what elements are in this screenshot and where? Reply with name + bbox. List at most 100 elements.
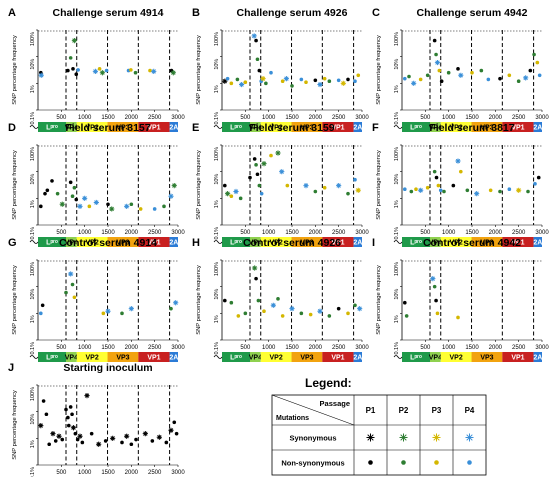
synonymous-point	[251, 33, 257, 39]
x-tick-label: 2500	[332, 345, 346, 351]
y-tick-label: 100%	[214, 32, 220, 46]
non-synonymous-point	[150, 439, 155, 443]
non-synonymous-point	[41, 399, 46, 403]
non-synonymous-point	[229, 81, 234, 86]
non-synonymous-point	[53, 439, 58, 443]
genome-segment	[222, 237, 250, 247]
x-tick-label: 1500	[101, 470, 115, 476]
non-synonymous-point	[346, 191, 350, 196]
x-tick-label: 1500	[465, 345, 479, 351]
y-tick-label: 0.1%	[30, 227, 36, 240]
genome-segment-label: VP2	[450, 355, 463, 362]
synonymous-point	[233, 188, 239, 195]
utr-squiggle	[213, 355, 223, 359]
x-tick-label: 1000	[262, 230, 276, 236]
non-synonymous-point	[133, 70, 138, 75]
x-tick-label: 3000	[535, 345, 549, 351]
y-tick-label: 100%	[394, 262, 400, 276]
synonymous-point	[411, 80, 417, 86]
non-synonymous-point	[134, 437, 138, 442]
genome-segment	[260, 122, 292, 132]
x-tick-label: 1500	[285, 115, 299, 121]
y-tick-label: 0.1%	[394, 227, 400, 240]
synonymous-point	[84, 393, 90, 399]
x-tick-label: 3000	[355, 230, 369, 236]
x-tick-label: 3000	[171, 470, 185, 476]
x-tick-label: 1500	[101, 345, 115, 351]
synonymous-point	[93, 199, 99, 206]
non-synonymous-point	[459, 169, 463, 174]
non-synonymous-point	[528, 68, 533, 73]
panels-layer: A Challenge serum 4914 0.1% 1% 10% 100% SNP pe…	[8, 7, 549, 477]
genome-segment	[107, 352, 139, 362]
y-tick-label: 10%	[394, 174, 400, 185]
genome-segment	[322, 122, 354, 132]
genome-segment	[260, 352, 292, 362]
synonymous-point	[124, 433, 130, 439]
non-synonymous-point	[407, 74, 411, 79]
non-synonymous-point	[243, 80, 248, 85]
non-synonymous-point	[74, 197, 79, 202]
synonymous-point	[340, 80, 346, 86]
genome-segment	[471, 237, 503, 247]
genome-segment-label: VP3	[300, 355, 313, 362]
genome-segment	[76, 352, 108, 362]
panel-f: F Field serum 3817 0.1% 1% 10% 100% SNP percen…	[372, 122, 549, 247]
non-synonymous-point	[434, 52, 438, 57]
genome-segment-label: Lᵖʳᵒ	[410, 355, 422, 362]
x-tick-label: 500	[420, 230, 431, 236]
non-synonymous-point	[257, 68, 262, 73]
non-synonymous-point	[535, 60, 540, 65]
synonymous-point	[275, 150, 281, 156]
non-synonymous-point	[162, 204, 166, 209]
genome-segment-label: Lᵖʳᵒ	[230, 240, 242, 247]
non-synonymous-point	[254, 163, 258, 167]
synonymous-point	[357, 306, 363, 312]
genome-segment	[38, 237, 66, 247]
legend-passage-p3: P3	[432, 406, 442, 415]
y-tick-label: 0.1%	[30, 112, 36, 125]
legend-non-synonymous-marker	[434, 460, 439, 465]
genome-segment	[169, 352, 178, 362]
genome-segment	[66, 352, 77, 362]
non-synonymous-point	[70, 282, 75, 287]
genome-segment-label: VP1	[511, 355, 524, 362]
synonymous-point	[455, 158, 461, 164]
genome-segment-label: 2A	[169, 125, 178, 132]
non-synonymous-point	[55, 191, 60, 196]
x-tick-label: 1500	[285, 230, 299, 236]
synonymous-point	[303, 183, 309, 189]
x-tick-label: 3000	[171, 345, 185, 351]
genome-segment-label: VP1	[147, 125, 160, 132]
synonymous-point	[82, 195, 88, 201]
y-tick-label: 10%	[214, 59, 220, 70]
non-synonymous-point	[486, 77, 491, 82]
non-synonymous-point	[236, 314, 241, 318]
x-tick-label: 1000	[262, 345, 276, 351]
non-synonymous-point	[243, 311, 248, 316]
x-tick-label: 1000	[78, 470, 92, 476]
y-tick-label: 10%	[30, 289, 36, 300]
non-synonymous-point	[280, 314, 285, 318]
non-synonymous-point	[526, 189, 530, 194]
utr-squiggle	[393, 240, 403, 244]
genome-segment	[440, 122, 472, 132]
synonymous-point	[252, 265, 258, 271]
legend-non-synonymous-marker	[467, 460, 472, 465]
utr-squiggle	[29, 355, 39, 359]
x-tick-label: 2500	[148, 470, 162, 476]
synonymous-point	[173, 300, 179, 306]
genome-segment	[322, 352, 354, 362]
non-synonymous-point	[425, 73, 430, 78]
non-synonymous-point	[346, 311, 350, 316]
genome-segment	[291, 237, 323, 247]
x-tick-label: 2500	[512, 345, 526, 351]
x-tick-label: 2500	[148, 345, 162, 351]
x-tick-label: 2500	[512, 115, 526, 121]
x-tick-label: 3000	[535, 230, 549, 236]
genome-segment-label: VP2	[270, 355, 283, 362]
x-tick-label: 500	[420, 115, 431, 121]
y-tick-label: 0.1%	[394, 112, 400, 125]
non-synonymous-point	[40, 303, 45, 308]
panel-title: Control serum 4914	[59, 237, 157, 249]
